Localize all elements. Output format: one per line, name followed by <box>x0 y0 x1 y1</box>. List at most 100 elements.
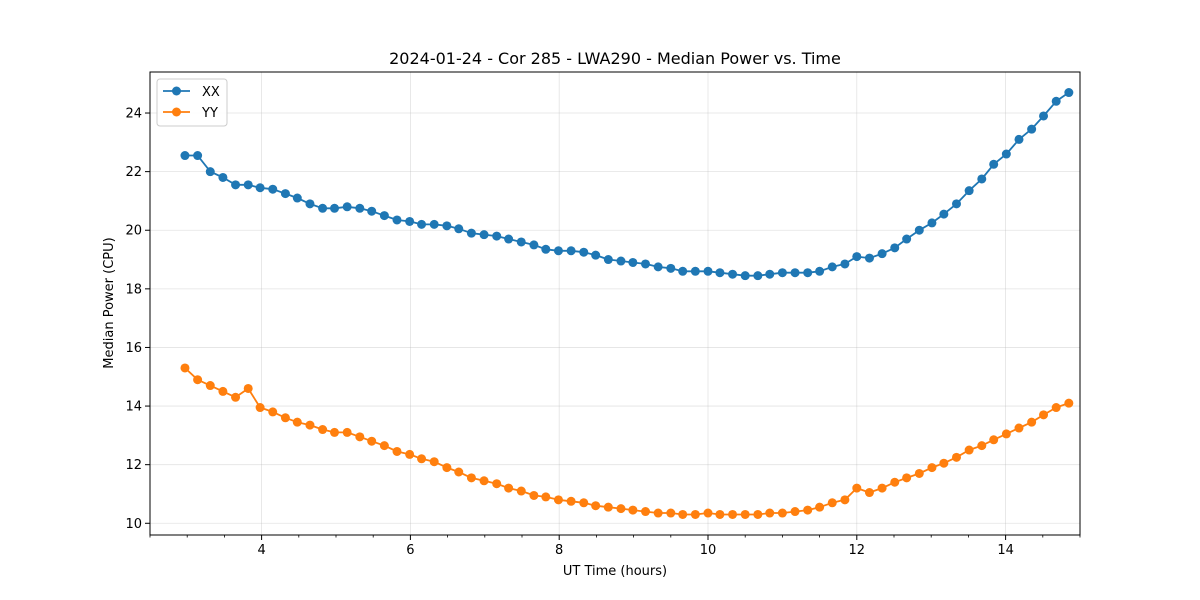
data-point-xx <box>280 189 290 199</box>
x-tick-label: 12 <box>849 543 866 558</box>
plot-frame <box>149 71 1081 536</box>
data-point-yy <box>392 446 402 456</box>
data-point-xx <box>803 268 813 278</box>
data-point-yy <box>977 441 987 451</box>
data-point-xx <box>541 244 551 254</box>
data-point-yy <box>466 473 476 483</box>
data-point-yy <box>690 509 700 519</box>
data-point-xx <box>355 203 365 213</box>
data-point-yy <box>989 435 999 445</box>
data-point-xx <box>392 215 402 225</box>
data-point-xx <box>902 234 912 244</box>
data-point-yy <box>429 457 439 467</box>
data-point-xx <box>753 271 763 281</box>
x-axis-label: UT Time (hours) <box>563 564 667 579</box>
data-point-xx <box>715 268 725 278</box>
data-point-yy <box>1039 410 1049 420</box>
data-point-xx <box>1039 111 1049 121</box>
data-point-yy <box>492 479 502 489</box>
data-point-yy <box>753 509 763 519</box>
legend: XX YY <box>156 78 228 127</box>
data-point-xx <box>405 216 415 226</box>
data-point-xx <box>877 249 887 259</box>
data-point-yy <box>541 492 551 502</box>
series-group <box>180 88 1074 519</box>
data-point-yy <box>864 488 874 498</box>
data-point-yy <box>516 486 526 496</box>
data-point-xx <box>939 209 949 219</box>
data-point-yy <box>553 495 563 505</box>
data-point-yy <box>454 467 464 477</box>
data-point-yy <box>1051 403 1061 413</box>
data-point-xx <box>367 206 377 216</box>
x-axis: 4 6 8 10 12 14 <box>149 535 1081 558</box>
data-point-xx <box>777 268 787 278</box>
data-point-xx <box>765 269 775 279</box>
data-point-xx <box>268 184 278 194</box>
data-point-yy <box>902 473 912 483</box>
data-point-xx <box>379 211 389 221</box>
data-point-yy <box>405 449 415 459</box>
x-tick-label: 4 <box>257 543 265 558</box>
data-point-xx <box>193 151 203 161</box>
data-point-xx <box>442 221 452 231</box>
data-point-xx <box>989 159 999 169</box>
data-point-yy <box>1001 429 1011 439</box>
data-point-yy <box>628 505 638 515</box>
data-point-yy <box>231 392 241 402</box>
data-point-xx <box>603 255 613 265</box>
data-point-yy <box>939 458 949 468</box>
data-point-xx <box>255 183 265 193</box>
data-point-xx <box>666 263 676 273</box>
data-point-yy <box>666 508 676 518</box>
data-point-xx <box>342 202 352 212</box>
data-point-xx <box>1051 96 1061 106</box>
data-point-yy <box>417 454 427 464</box>
data-point-yy <box>852 483 862 493</box>
y-tick-label: 10 <box>125 517 142 532</box>
data-point-xx <box>740 271 750 281</box>
data-point-yy <box>603 502 613 512</box>
data-point-xx <box>529 240 539 250</box>
data-point-xx <box>504 234 514 244</box>
data-point-xx <box>330 203 340 213</box>
chart-title: 2024-01-24 - Cor 285 - LWA290 - Median P… <box>389 49 841 68</box>
data-point-xx <box>641 259 651 269</box>
y-axis-label: Median Power (CPU) <box>102 237 117 368</box>
data-point-yy <box>504 483 514 493</box>
grid <box>150 72 1080 535</box>
data-point-yy <box>678 509 688 519</box>
y-tick-label: 12 <box>125 458 142 473</box>
data-point-xx <box>1064 88 1074 98</box>
y-axis: 10 12 14 16 18 20 22 24 <box>125 107 150 532</box>
data-point-xx <box>890 243 900 253</box>
x-tick-label: 6 <box>406 543 414 558</box>
data-point-xx <box>616 256 626 266</box>
data-point-yy <box>877 483 887 493</box>
data-point-xx <box>429 219 439 229</box>
data-point-yy <box>715 509 725 519</box>
data-point-yy <box>827 498 837 508</box>
data-point-yy <box>765 508 775 518</box>
series-xx <box>180 88 1074 281</box>
data-point-xx <box>579 247 589 257</box>
data-point-xx <box>591 250 601 260</box>
data-point-xx <box>951 199 961 209</box>
data-point-xx <box>516 237 526 247</box>
legend-label-xx: XX <box>202 85 220 100</box>
data-point-yy <box>355 432 365 442</box>
data-point-yy <box>728 509 738 519</box>
data-point-yy <box>703 508 713 518</box>
x-tick-label: 10 <box>700 543 717 558</box>
data-point-yy <box>914 468 924 478</box>
data-point-xx <box>243 180 253 190</box>
y-tick-label: 16 <box>125 341 142 356</box>
data-point-xx <box>553 246 563 256</box>
data-point-xx <box>927 218 937 228</box>
data-point-xx <box>305 199 315 209</box>
data-point-yy <box>180 363 190 373</box>
data-point-xx <box>840 259 850 269</box>
y-tick-label: 18 <box>125 282 142 297</box>
data-point-yy <box>815 502 825 512</box>
